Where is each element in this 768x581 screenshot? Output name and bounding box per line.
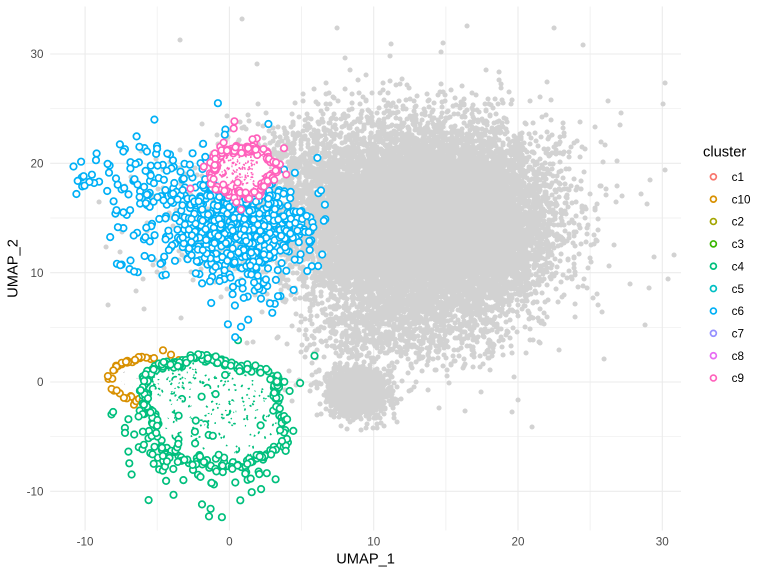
svg-text:c4: c4 bbox=[732, 260, 745, 273]
svg-text:10: 10 bbox=[367, 536, 381, 549]
svg-text:c1: c1 bbox=[732, 171, 744, 184]
svg-text:0: 0 bbox=[37, 376, 44, 389]
svg-text:10: 10 bbox=[30, 267, 44, 280]
svg-text:20: 20 bbox=[511, 536, 525, 549]
svg-text:c3: c3 bbox=[732, 238, 744, 251]
svg-text:0: 0 bbox=[226, 536, 233, 549]
svg-text:UMAP_2: UMAP_2 bbox=[6, 239, 22, 298]
svg-text:30: 30 bbox=[656, 536, 670, 549]
svg-text:20: 20 bbox=[30, 158, 44, 171]
svg-text:UMAP_1: UMAP_1 bbox=[336, 552, 395, 568]
svg-text:30: 30 bbox=[30, 48, 44, 61]
svg-text:c8: c8 bbox=[732, 350, 744, 363]
svg-text:c9: c9 bbox=[732, 372, 744, 385]
svg-text:c5: c5 bbox=[732, 283, 745, 296]
svg-text:c7: c7 bbox=[732, 328, 744, 341]
svg-text:c2: c2 bbox=[732, 216, 744, 229]
svg-text:cluster: cluster bbox=[703, 145, 746, 161]
svg-text:-10: -10 bbox=[27, 486, 44, 499]
svg-text:-10: -10 bbox=[77, 536, 94, 549]
svg-text:c10: c10 bbox=[732, 193, 751, 206]
svg-text:c6: c6 bbox=[732, 305, 744, 318]
